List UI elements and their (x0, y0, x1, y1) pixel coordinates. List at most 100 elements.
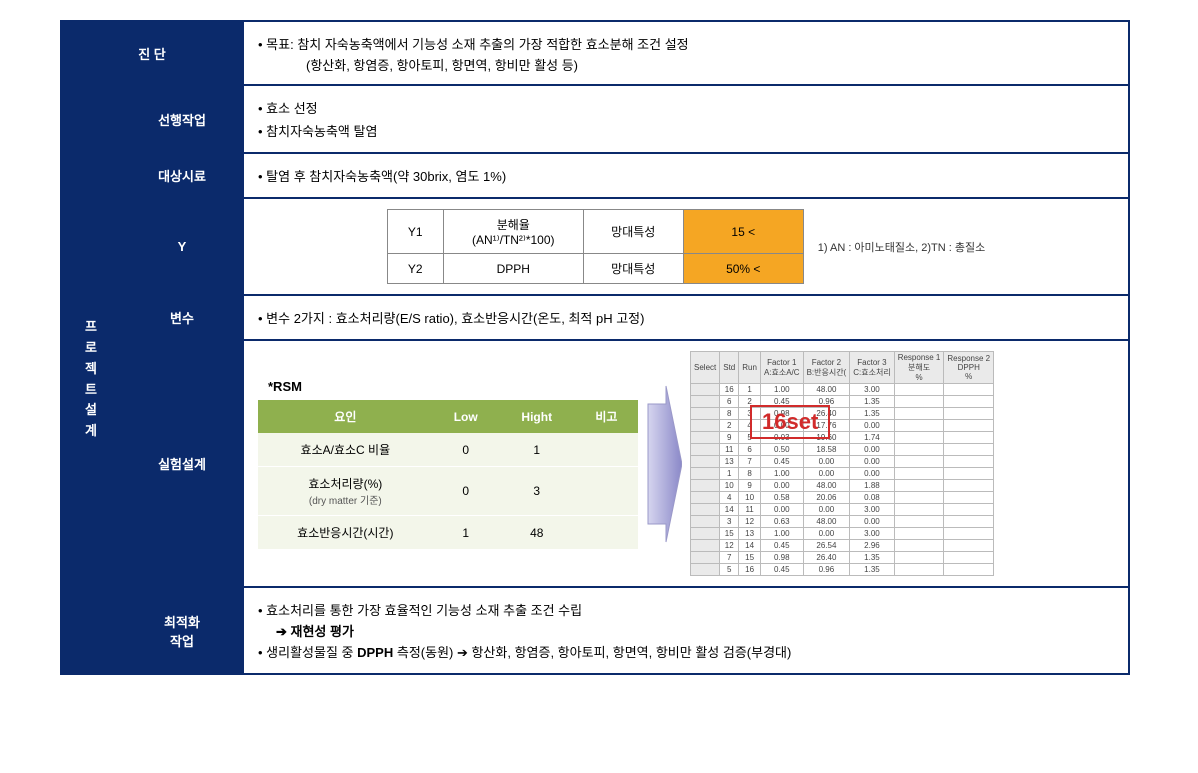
y2-desc: DPPH (443, 254, 583, 284)
mini-cell: 9 (739, 480, 761, 492)
mini-cell (691, 528, 720, 540)
y1-target: 15 < (683, 210, 803, 254)
rsm-r1-note (575, 467, 638, 516)
project-subrows: 선행작업 효소 선정 참치자숙농축액 탈염 대상시료 탈염 후 참치자숙농축액(… (120, 86, 1128, 673)
content-diagnosis: 목표: 참치 자숙농축액에서 기능성 소재 추출의 가장 적합한 효소분해 조건… (242, 22, 1128, 84)
optim-line2a: 생리활성물질 중 (266, 645, 357, 660)
mini-th: Select (691, 352, 720, 384)
mini-row: 15131.000.003.00 (691, 528, 994, 540)
mini-cell (894, 432, 944, 444)
mini-cell: 1.88 (850, 480, 894, 492)
diagnosis-line1: 목표: 참치 자숙농축액에서 기능성 소재 추출의 가장 적합한 효소분해 조건… (258, 32, 1114, 55)
mini-overlay-label: 16set (750, 405, 830, 439)
mini-cell: 1 (720, 468, 739, 480)
y-table: Y1 분해율 (AN¹⁾/TN²⁾*100) 망대특성 15 < Y2 DPPH… (387, 209, 804, 284)
preceding-line2: 참치자숙농축액 탈염 (258, 119, 1114, 142)
mini-cell (691, 564, 720, 576)
mini-cell (691, 468, 720, 480)
mini-cell: 10 (720, 480, 739, 492)
y1-id: Y1 (387, 210, 443, 254)
mini-cell (894, 540, 944, 552)
rsm-table: 요인 Low Hight 비고 효소A/효소C 비율 0 1 (258, 400, 638, 550)
mini-row: 1611.0048.003.00 (691, 384, 994, 396)
row-project-design: 프 로 젝 트 설 계 선행작업 효소 선정 참치자숙농축액 탈염 대상시료 탈… (62, 86, 1128, 673)
mini-cell (894, 552, 944, 564)
rsm-h-high: Hight (499, 400, 575, 433)
mini-cell: 15 (720, 528, 739, 540)
preceding-line1: 효소 선정 (258, 96, 1114, 119)
mini-cell: 7 (739, 456, 761, 468)
mini-cell (894, 492, 944, 504)
mini-cell (691, 444, 720, 456)
mini-cell: 8 (720, 408, 739, 420)
mini-cell (894, 444, 944, 456)
label-diagnosis: 진 단 (62, 22, 242, 84)
optim-line2: 생리활성물질 중 DPPH 측정(동원) ➔ 항산화, 항염증, 항아토피, 항… (258, 640, 1114, 663)
mini-cell: 18.58 (803, 444, 850, 456)
row-optim: 최적화 작업 효소처리를 통한 가장 효율적인 기능성 소재 추출 조건 수립 … (122, 588, 1128, 673)
mini-cell: 26.40 (803, 552, 850, 564)
mini-cell: 13 (720, 456, 739, 468)
row-design: 실험설계 *RSM 요인 Low Hight 비고 (122, 341, 1128, 588)
mini-cell (894, 516, 944, 528)
vars-line1: 변수 2가지 : 효소처리량(E/S ratio), 효소반응시간(온도, 최적… (258, 306, 1114, 329)
mini-cell (691, 384, 720, 396)
rsm-r0-note (575, 433, 638, 467)
label-y: Y (122, 199, 242, 294)
label-vars: 변수 (122, 296, 242, 339)
rsm-r2-note (575, 516, 638, 550)
optim-line2b: DPPH (357, 645, 393, 660)
content-y: Y1 분해율 (AN¹⁾/TN²⁾*100) 망대특성 15 < Y2 DPPH… (242, 199, 1128, 294)
mini-cell (691, 516, 720, 528)
mini-cell: 5 (720, 564, 739, 576)
mini-cell: 6 (720, 396, 739, 408)
rsm-row-1: 효소처리량(%) (dry matter 기준) 0 3 (258, 467, 638, 516)
content-design: *RSM 요인 Low Hight 비고 효소A/효소C 비율 (242, 341, 1128, 586)
mini-cell (894, 456, 944, 468)
rsm-r1-factor-sub: (dry matter 기준) (309, 496, 382, 507)
content-vars: 변수 2가지 : 효소처리량(E/S ratio), 효소반응시간(온도, 최적… (242, 296, 1128, 339)
rsm-r2-low: 1 (433, 516, 499, 550)
mini-cell: 1 (739, 384, 761, 396)
mini-cell (944, 492, 994, 504)
mini-cell: 11 (739, 504, 761, 516)
mini-cell: 4 (720, 492, 739, 504)
mini-cell: 12 (739, 516, 761, 528)
mini-cell: 12 (720, 540, 739, 552)
mini-cell (944, 540, 994, 552)
rsm-r2-high: 48 (499, 516, 575, 550)
mini-cell (944, 468, 994, 480)
mini-cell: 0.45 (760, 456, 803, 468)
mini-cell: 2 (720, 420, 739, 432)
mini-cell: 6 (739, 444, 761, 456)
mini-th: Response 2 DPPH % (944, 352, 994, 384)
row-sample: 대상시료 탈염 후 참치자숙농축액(약 30brix, 염도 1%) (122, 154, 1128, 199)
mini-cell: 0.63 (760, 516, 803, 528)
mini-cell: 0.08 (850, 492, 894, 504)
mini-cell (691, 420, 720, 432)
mini-row: 240.0017.760.00 (691, 420, 994, 432)
rsm-r2-factor: 효소반응시간(시간) (258, 516, 433, 550)
mini-row: 1160.5018.580.00 (691, 444, 994, 456)
y1-desc: 분해율 (AN¹⁾/TN²⁾*100) (443, 210, 583, 254)
mini-table: SelectStdRunFactor 1 A:효소A/CFactor 2 B:반… (690, 351, 994, 576)
rsm-h-factor: 요인 (258, 400, 433, 433)
mini-cell (944, 444, 994, 456)
mini-cell: 1.35 (850, 564, 894, 576)
mini-header-row: SelectStdRunFactor 1 A:효소A/CFactor 2 B:반… (691, 352, 994, 384)
mini-cell: 0.00 (760, 504, 803, 516)
y-row-2: Y2 DPPH 망대특성 50% < (387, 254, 803, 284)
rsm-r1-factor: 효소처리량(%) (dry matter 기준) (258, 467, 433, 516)
mini-cell (944, 396, 994, 408)
mini-cell: 0.45 (760, 564, 803, 576)
mini-cell: 26.54 (803, 540, 850, 552)
mini-cell (691, 552, 720, 564)
mini-row: 620.450.961.35 (691, 396, 994, 408)
mini-cell (894, 408, 944, 420)
mini-cell (691, 408, 720, 420)
label-sample: 대상시료 (122, 154, 242, 197)
mini-cell (894, 480, 944, 492)
mini-cell (894, 396, 944, 408)
mini-cell: 8 (739, 468, 761, 480)
rsm-row-2: 효소반응시간(시간) 1 48 (258, 516, 638, 550)
